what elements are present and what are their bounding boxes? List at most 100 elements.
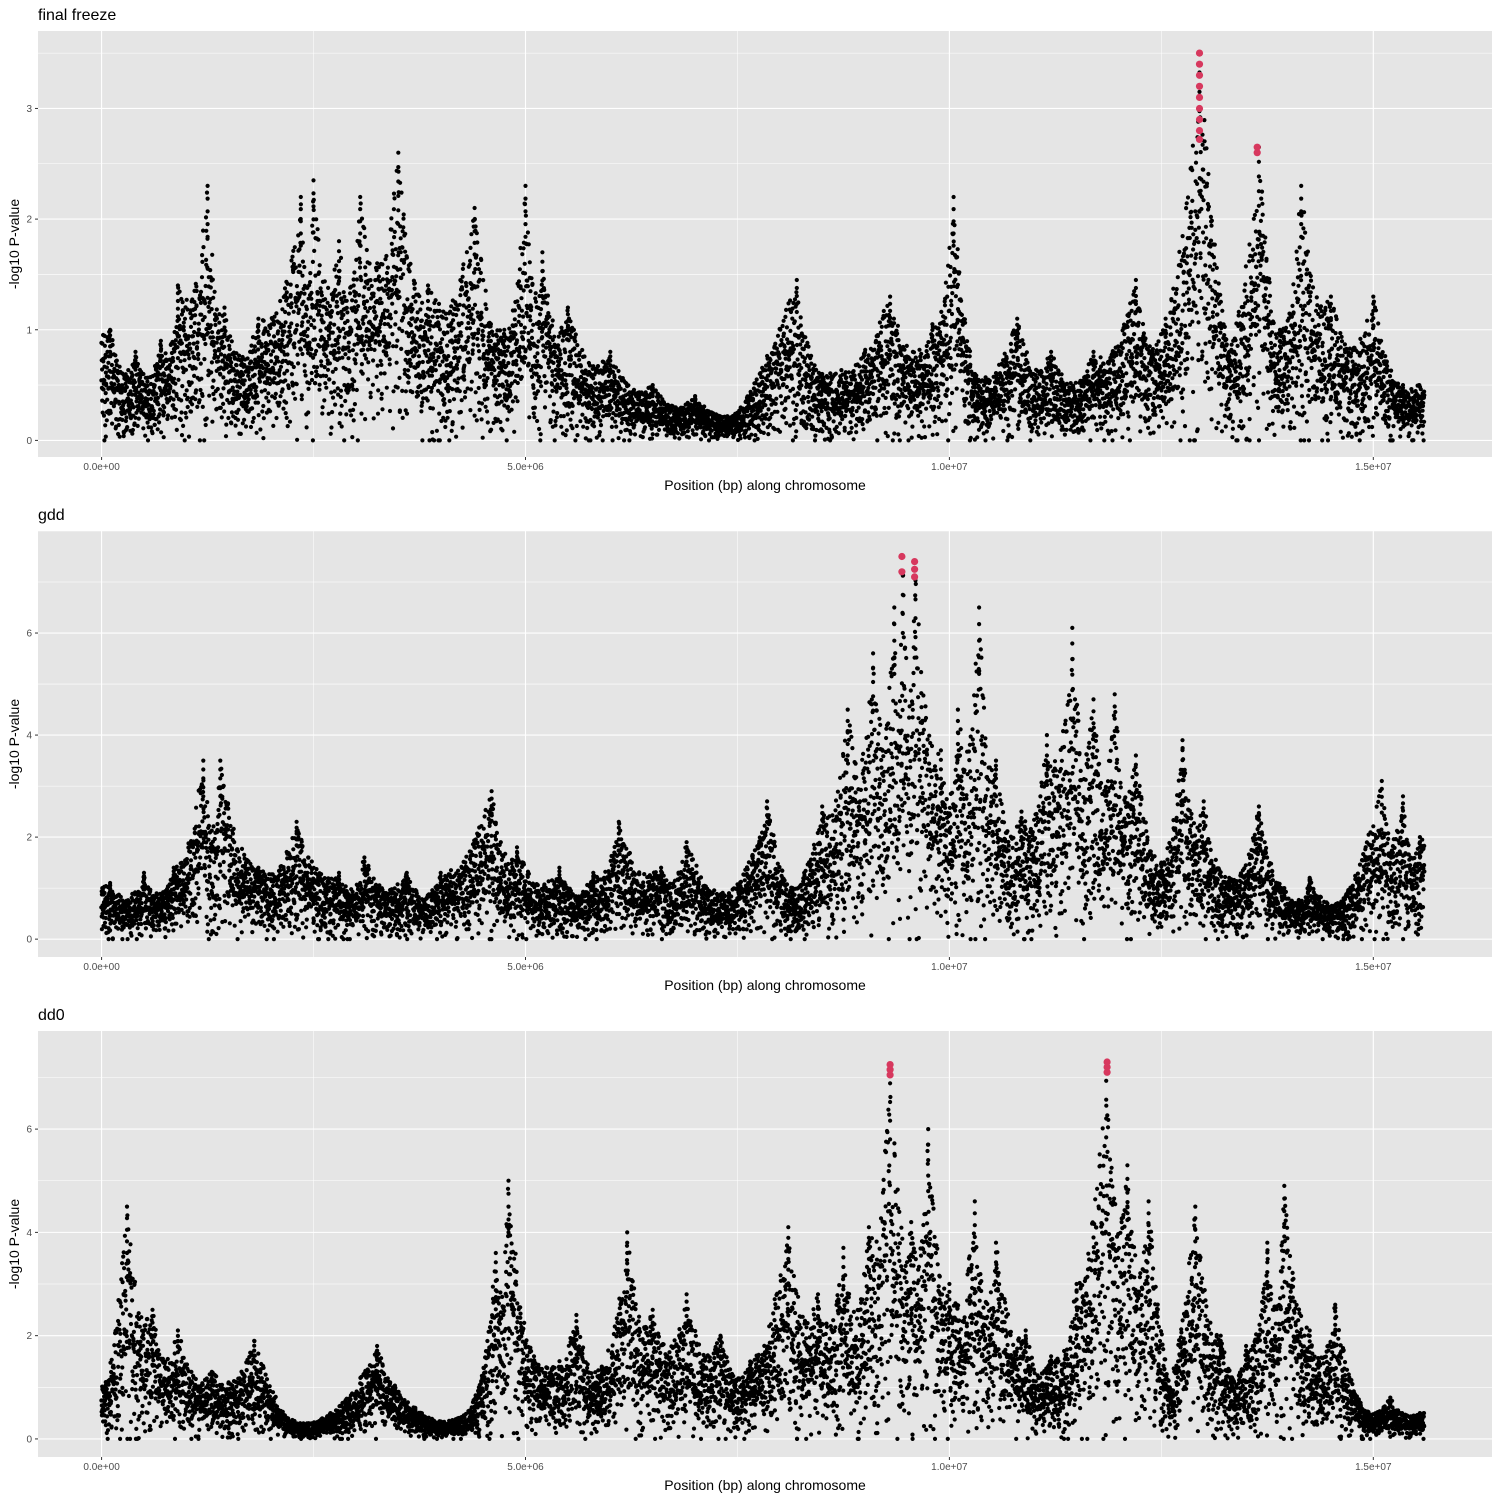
- data-point: [471, 318, 476, 323]
- data-point: [361, 342, 366, 348]
- data-point: [812, 363, 817, 368]
- data-point: [182, 316, 188, 321]
- data-point: [942, 353, 947, 358]
- data-point: [449, 428, 454, 433]
- data-point: [178, 326, 183, 331]
- data-point: [309, 347, 314, 352]
- data-point: [372, 347, 377, 352]
- data-point: [485, 376, 490, 381]
- data-point: [307, 381, 312, 386]
- data-point: [310, 223, 315, 228]
- data-point: [627, 410, 632, 415]
- data-point: [330, 369, 335, 374]
- data-point: [429, 389, 434, 394]
- data-point: [228, 334, 233, 339]
- data-point: [910, 359, 916, 364]
- data-point: [376, 274, 382, 279]
- data-point: [325, 300, 330, 305]
- data-point: [532, 415, 537, 420]
- data-point: [512, 308, 518, 313]
- data-point: [379, 300, 384, 305]
- data-point: [237, 385, 242, 390]
- data-point: [924, 349, 929, 354]
- data-point: [151, 408, 156, 413]
- data-point: [529, 328, 534, 333]
- data-point: [418, 383, 423, 388]
- data-point: [585, 425, 590, 431]
- data-point: [319, 293, 324, 298]
- data-point: [397, 375, 402, 380]
- data-point: [312, 248, 317, 253]
- data-point: [851, 369, 856, 374]
- data-point: [468, 258, 473, 263]
- data-point: [361, 294, 366, 299]
- data-point: [928, 393, 933, 398]
- data-point: [790, 438, 796, 443]
- data-point: [555, 355, 560, 360]
- data-point: [249, 343, 254, 348]
- data-point: [104, 418, 109, 423]
- data-point: [316, 308, 322, 313]
- data-point: [420, 400, 425, 405]
- data-point: [367, 261, 372, 266]
- data-point: [468, 326, 473, 331]
- data-point: [174, 325, 179, 330]
- data-point: [483, 302, 488, 307]
- data-point: [408, 261, 413, 266]
- data-point: [436, 301, 442, 306]
- data-point: [622, 438, 627, 443]
- data-point: [297, 247, 302, 252]
- data-point: [316, 237, 321, 242]
- data-point: [885, 344, 890, 349]
- data-point: [165, 416, 170, 422]
- data-point: [469, 379, 474, 384]
- data-point: [228, 388, 233, 393]
- data-point: [469, 312, 474, 317]
- data-point: [547, 341, 552, 346]
- data-point: [185, 307, 190, 312]
- data-point: [562, 332, 567, 337]
- data-point: [162, 405, 167, 410]
- data-point: [569, 335, 574, 340]
- data-point: [248, 424, 254, 430]
- data-point: [707, 431, 712, 437]
- data-point: [528, 289, 533, 294]
- data-point: [462, 363, 467, 368]
- data-point: [276, 329, 281, 334]
- data-point: [600, 438, 605, 443]
- data-point: [695, 418, 701, 423]
- data-point: [706, 438, 712, 443]
- data-point: [881, 308, 886, 314]
- data-point: [943, 418, 948, 423]
- data-point: [336, 346, 341, 351]
- data-point: [311, 207, 316, 213]
- data-point: [782, 344, 787, 349]
- data-point: [805, 340, 810, 345]
- data-point: [373, 339, 378, 344]
- data-point: [355, 341, 360, 346]
- data-point: [936, 352, 941, 357]
- data-point: [647, 403, 652, 408]
- data-point: [271, 423, 276, 428]
- data-point: [325, 358, 330, 363]
- data-point: [371, 416, 376, 421]
- data-point: [583, 368, 588, 373]
- data-point: [222, 409, 227, 414]
- data-point: [916, 413, 921, 418]
- data-point: [201, 228, 206, 233]
- data-point: [106, 375, 111, 380]
- data-point: [496, 356, 501, 361]
- data-point: [476, 330, 481, 336]
- data-point: [550, 369, 555, 374]
- data-point: [559, 368, 564, 373]
- data-point: [130, 431, 135, 436]
- data-point: [266, 363, 271, 368]
- data-point: [322, 279, 327, 284]
- data-point: [328, 314, 333, 319]
- data-point: [295, 437, 300, 442]
- data-point: [194, 288, 199, 294]
- data-point: [302, 291, 307, 296]
- data-point: [477, 277, 482, 282]
- data-point: [362, 353, 367, 358]
- data-point: [192, 373, 197, 378]
